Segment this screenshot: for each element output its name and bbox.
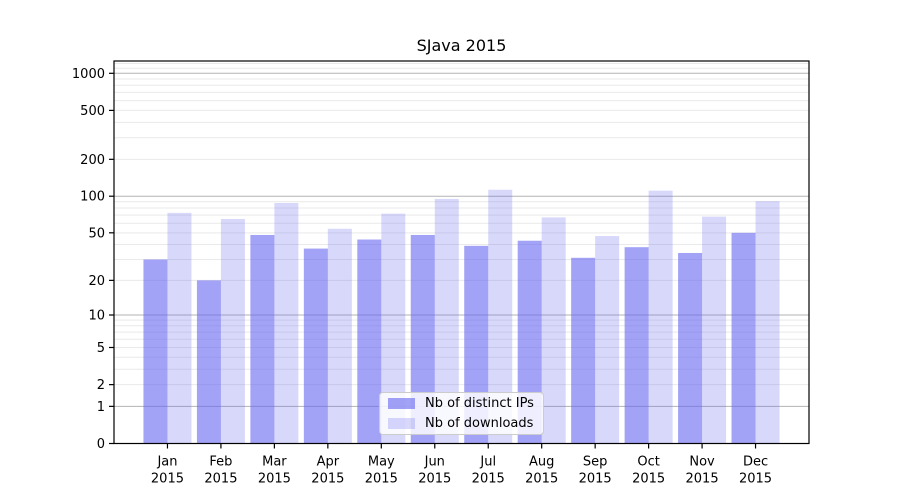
- bar-downloads-jan: [167, 212, 192, 444]
- y-tick-label: 5: [97, 341, 105, 356]
- legend-entry-distinct-ips: Nb of distinct IPs: [388, 395, 535, 412]
- bar-downloads-feb: [220, 219, 245, 444]
- x-tick-label-month: Jul: [479, 455, 496, 470]
- legend: Nb of distinct IPs Nb of downloads: [379, 392, 544, 435]
- x-tick-label-month: Mar: [262, 455, 287, 470]
- x-tick-label-year: 2015: [258, 472, 291, 487]
- x-tick-label-month: Apr: [317, 455, 340, 470]
- x-tick-label-month: Nov: [689, 455, 715, 470]
- y-tick-label: 200: [80, 153, 105, 168]
- bar-distinct-ips-sep: [571, 257, 596, 444]
- bar-distinct-ips-may: [357, 239, 382, 444]
- bar-distinct-ips-jan: [143, 259, 168, 444]
- axes-spines: [113, 60, 810, 445]
- x-tick-label-month: Jan: [156, 455, 177, 470]
- chart-title: SJava 2015: [416, 36, 507, 55]
- bar-downloads-aug: [541, 217, 566, 444]
- bar-distinct-ips-dec: [731, 232, 756, 444]
- x-tick-label-year: 2015: [632, 472, 665, 487]
- x-tick-label-year: 2015: [418, 472, 451, 487]
- bar-downloads-dec: [755, 201, 780, 444]
- x-tick-label-year: 2015: [151, 472, 184, 487]
- y-tick-label: 10: [88, 309, 105, 324]
- bar-distinct-ips-feb: [196, 280, 221, 444]
- x-tick-label-year: 2015: [579, 472, 612, 487]
- x-tick-label-year: 2015: [472, 472, 505, 487]
- y-tick-label: 1: [97, 400, 105, 415]
- legend-swatch-downloads: [388, 418, 415, 429]
- bar-downloads-mar: [274, 202, 299, 444]
- y-tick-label: 100: [80, 190, 105, 205]
- bar-downloads-sep: [595, 236, 620, 444]
- x-tick-label-year: 2015: [204, 472, 237, 487]
- y-tick-label: 1000: [72, 67, 105, 82]
- x-tick-label-month: Jun: [424, 455, 445, 470]
- x-tick-label-month: Sep: [583, 455, 608, 470]
- x-tick-label-year: 2015: [311, 472, 344, 487]
- bar-downloads-nov: [702, 216, 727, 444]
- x-tick-label-month: Aug: [529, 455, 554, 470]
- x-tick-label-month: May: [368, 455, 395, 470]
- x-tick-label-month: Feb: [209, 455, 232, 470]
- legend-label-downloads: Nb of downloads: [425, 416, 534, 431]
- y-tick-label: 2: [97, 378, 105, 393]
- bar-distinct-ips-mar: [250, 234, 275, 444]
- bar-distinct-ips-oct: [624, 247, 649, 444]
- y-tick-label: 0: [97, 437, 105, 452]
- x-tick-label-month: Oct: [637, 455, 659, 470]
- y-tick-label: 50: [88, 226, 105, 241]
- x-tick-label-year: 2015: [525, 472, 558, 487]
- bar-downloads-oct: [648, 190, 673, 444]
- y-tick-label: 500: [80, 104, 105, 119]
- bar-distinct-ips-nov: [678, 252, 703, 444]
- x-tick-label-year: 2015: [739, 472, 772, 487]
- legend-swatch-distinct-ips: [388, 398, 415, 409]
- bar-downloads-apr: [327, 228, 352, 444]
- x-tick-label-year: 2015: [365, 472, 398, 487]
- bar-distinct-ips-apr: [303, 248, 328, 444]
- x-tick-label-year: 2015: [686, 472, 719, 487]
- legend-entry-downloads: Nb of downloads: [388, 415, 535, 432]
- legend-label-distinct-ips: Nb of distinct IPs: [425, 396, 534, 411]
- x-tick-label-month: Dec: [743, 455, 768, 470]
- y-tick-label: 20: [88, 274, 105, 289]
